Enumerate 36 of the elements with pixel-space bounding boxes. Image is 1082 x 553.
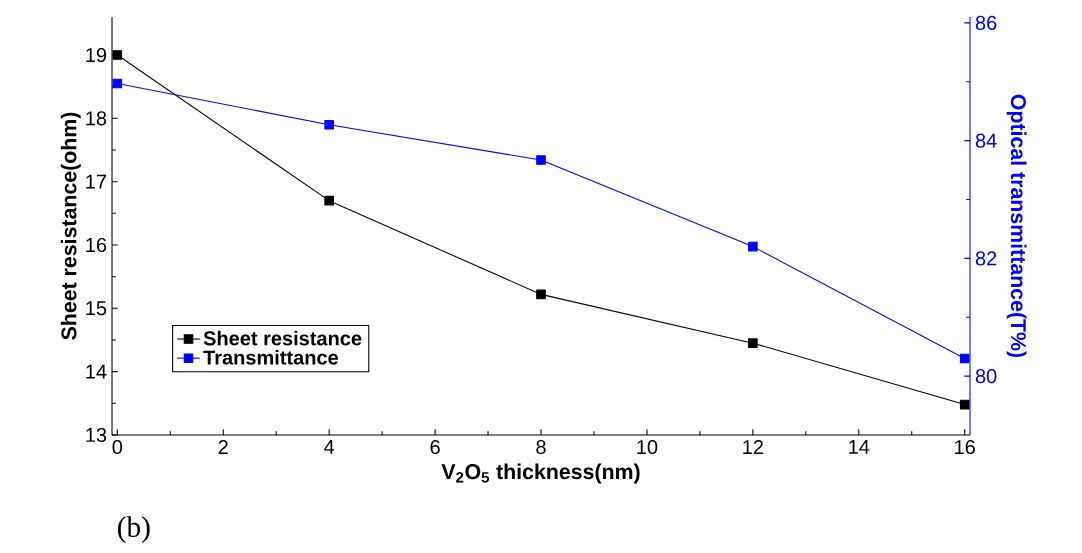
y2-tick-label: 84 — [975, 133, 997, 148]
legend-label: Sheet resistance — [203, 330, 362, 346]
y2-axis-title: Optical transmittance(T%) — [1006, 94, 1027, 358]
y2-tick-label: 86 — [975, 15, 997, 30]
y-tick-label: 18 — [86, 111, 107, 126]
x-tick-label: 16 — [955, 439, 975, 455]
point — [748, 338, 758, 348]
x-tick-label: 4 — [324, 439, 335, 454]
x-tick-label: 12 — [743, 439, 763, 454]
point — [959, 353, 970, 364]
y-axis-title: Sheet resistance(ohm) — [60, 112, 81, 340]
y-tick-label: 19 — [86, 47, 107, 63]
x-tick-label: 8 — [536, 439, 546, 455]
y-tick-label: 17 — [86, 174, 107, 189]
x-tick-label: 2 — [218, 439, 228, 454]
point — [748, 241, 758, 252]
text: (b) — [118, 516, 150, 543]
point — [536, 289, 546, 300]
x-tick-label: 14 — [849, 439, 870, 454]
x-tick-label: 10 — [637, 439, 658, 455]
y2-tick-label: 82 — [975, 251, 997, 266]
y-tick-label: 15 — [86, 301, 107, 316]
x-tick-label: 6 — [430, 439, 440, 455]
y-tick-label: 14 — [86, 364, 107, 379]
y-tick-label: 13 — [86, 427, 107, 443]
point — [536, 155, 546, 165]
point — [112, 78, 123, 89]
y-tick-label: 16 — [86, 237, 107, 253]
point — [959, 399, 970, 410]
y2-tick-label: 80 — [975, 369, 997, 384]
point — [324, 195, 334, 206]
point — [324, 119, 334, 130]
x-axis-title: V$_{2}$O$_{5}$ thickness(nm) — [441, 463, 640, 484]
legend-label: Transmittance — [203, 349, 339, 365]
point — [112, 50, 123, 60]
x-tick-label: 0 — [112, 439, 123, 455]
